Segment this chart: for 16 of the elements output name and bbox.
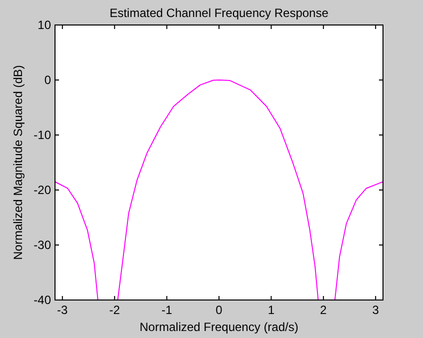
x-tick-label: -2	[109, 303, 120, 317]
chart-title: Estimated Channel Frequency Response	[110, 6, 329, 20]
y-tick-label: -20	[34, 183, 52, 197]
x-tick-label: -3	[57, 303, 68, 317]
x-axis-title: Normalized Frequency (rad/s)	[140, 320, 298, 334]
y-tick-label: -40	[34, 293, 52, 307]
x-tick-label: 3	[372, 303, 380, 317]
x-tick-label: -1	[161, 303, 172, 317]
y-tick-label: -30	[34, 238, 52, 252]
y-tick-label: -10	[34, 128, 52, 142]
y-tick-label: 10	[38, 18, 52, 32]
y-tick-label: 0	[44, 73, 52, 87]
y-axis-title: Normalized Magnitude Squared (dB)	[11, 65, 25, 260]
x-tick-label: 1	[268, 303, 275, 317]
x-tick-label: 2	[320, 303, 328, 317]
x-tick-label: 0	[216, 303, 223, 317]
